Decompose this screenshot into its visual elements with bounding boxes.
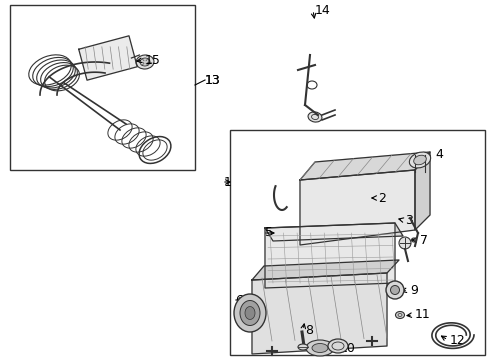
Ellipse shape [240,301,260,325]
Ellipse shape [408,152,430,168]
Text: 6: 6 [235,293,243,306]
Text: 8: 8 [305,324,312,337]
Text: 1: 1 [224,175,231,189]
Bar [10,5,195,170]
Polygon shape [414,152,429,230]
Ellipse shape [311,343,327,352]
Polygon shape [299,170,414,245]
Ellipse shape [398,237,410,249]
Ellipse shape [297,344,307,350]
Text: 5: 5 [264,226,272,239]
Ellipse shape [305,340,333,356]
Ellipse shape [244,306,254,320]
Polygon shape [264,223,402,241]
Ellipse shape [385,281,403,299]
Polygon shape [251,260,398,280]
Text: 2: 2 [377,192,385,204]
Polygon shape [79,36,137,80]
Ellipse shape [395,311,404,319]
Ellipse shape [136,55,154,69]
Text: 15: 15 [145,54,161,67]
Ellipse shape [327,339,347,353]
Text: 10: 10 [339,342,355,355]
Polygon shape [264,223,394,288]
Text: 7: 7 [419,234,427,247]
Text: 11: 11 [414,309,430,321]
Text: 13: 13 [204,73,220,86]
Text: 3: 3 [404,213,412,226]
Text: 13: 13 [204,73,220,86]
Bar [229,130,484,355]
Text: 9: 9 [409,284,417,297]
Ellipse shape [307,112,321,122]
Ellipse shape [234,294,265,332]
Ellipse shape [390,285,399,294]
Ellipse shape [140,58,150,66]
Text: 14: 14 [314,4,330,17]
Ellipse shape [413,155,426,165]
Polygon shape [299,152,429,180]
Text: 12: 12 [449,333,465,346]
Polygon shape [251,273,386,354]
Text: 4: 4 [434,148,442,162]
